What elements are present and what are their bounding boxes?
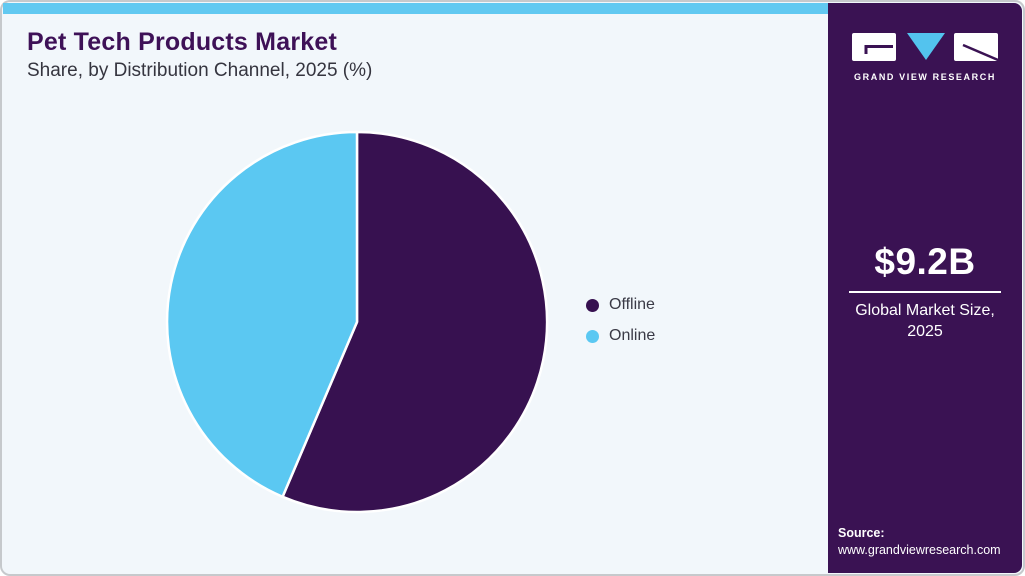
legend-label-offline: Offline: [609, 296, 655, 313]
legend: Offline Online: [586, 296, 655, 345]
legend-label-online: Online: [609, 327, 656, 344]
source-block: Source: www.grandviewresearch.com: [838, 526, 1001, 557]
brand-sidebar: GRAND VIEW RESEARCH $9.2B Global Market …: [828, 3, 1022, 573]
gvr-logo-icon: [852, 33, 999, 62]
source-label: Source:: [838, 526, 885, 540]
pie-slice-online: [165, 130, 359, 499]
market-size-label: Global Market Size, 2025: [855, 302, 995, 340]
legend-swatch-offline: [586, 298, 599, 312]
pie-slice-offline: [281, 130, 549, 514]
legend-item-online: Online: [586, 327, 655, 345]
pie-chart: [165, 130, 549, 514]
logo-g-mark: [864, 45, 893, 54]
logo-v-triangle: [907, 33, 945, 60]
page-title: Pet Tech Products Market: [27, 28, 337, 56]
market-size-divider: [849, 291, 1001, 293]
legend-item-offline: Offline: [586, 296, 655, 314]
logo-text: GRAND VIEW RESEARCH: [854, 72, 996, 82]
legend-swatch-online: [586, 329, 599, 343]
gvr-logo: GRAND VIEW RESEARCH: [828, 33, 1022, 82]
market-size-value: $9.2B: [874, 241, 976, 282]
accent-strip: [3, 3, 828, 14]
chart-panel: Pet Tech Products Market Share, by Distr…: [3, 3, 828, 514]
logo-r-mark: [962, 43, 999, 62]
source-url: www.grandviewresearch.com: [838, 543, 1001, 557]
page-subtitle: Share, by Distribution Channel, 2025 (%): [27, 60, 373, 81]
market-size-block: $9.2B Global Market Size, 2025: [828, 241, 1022, 343]
